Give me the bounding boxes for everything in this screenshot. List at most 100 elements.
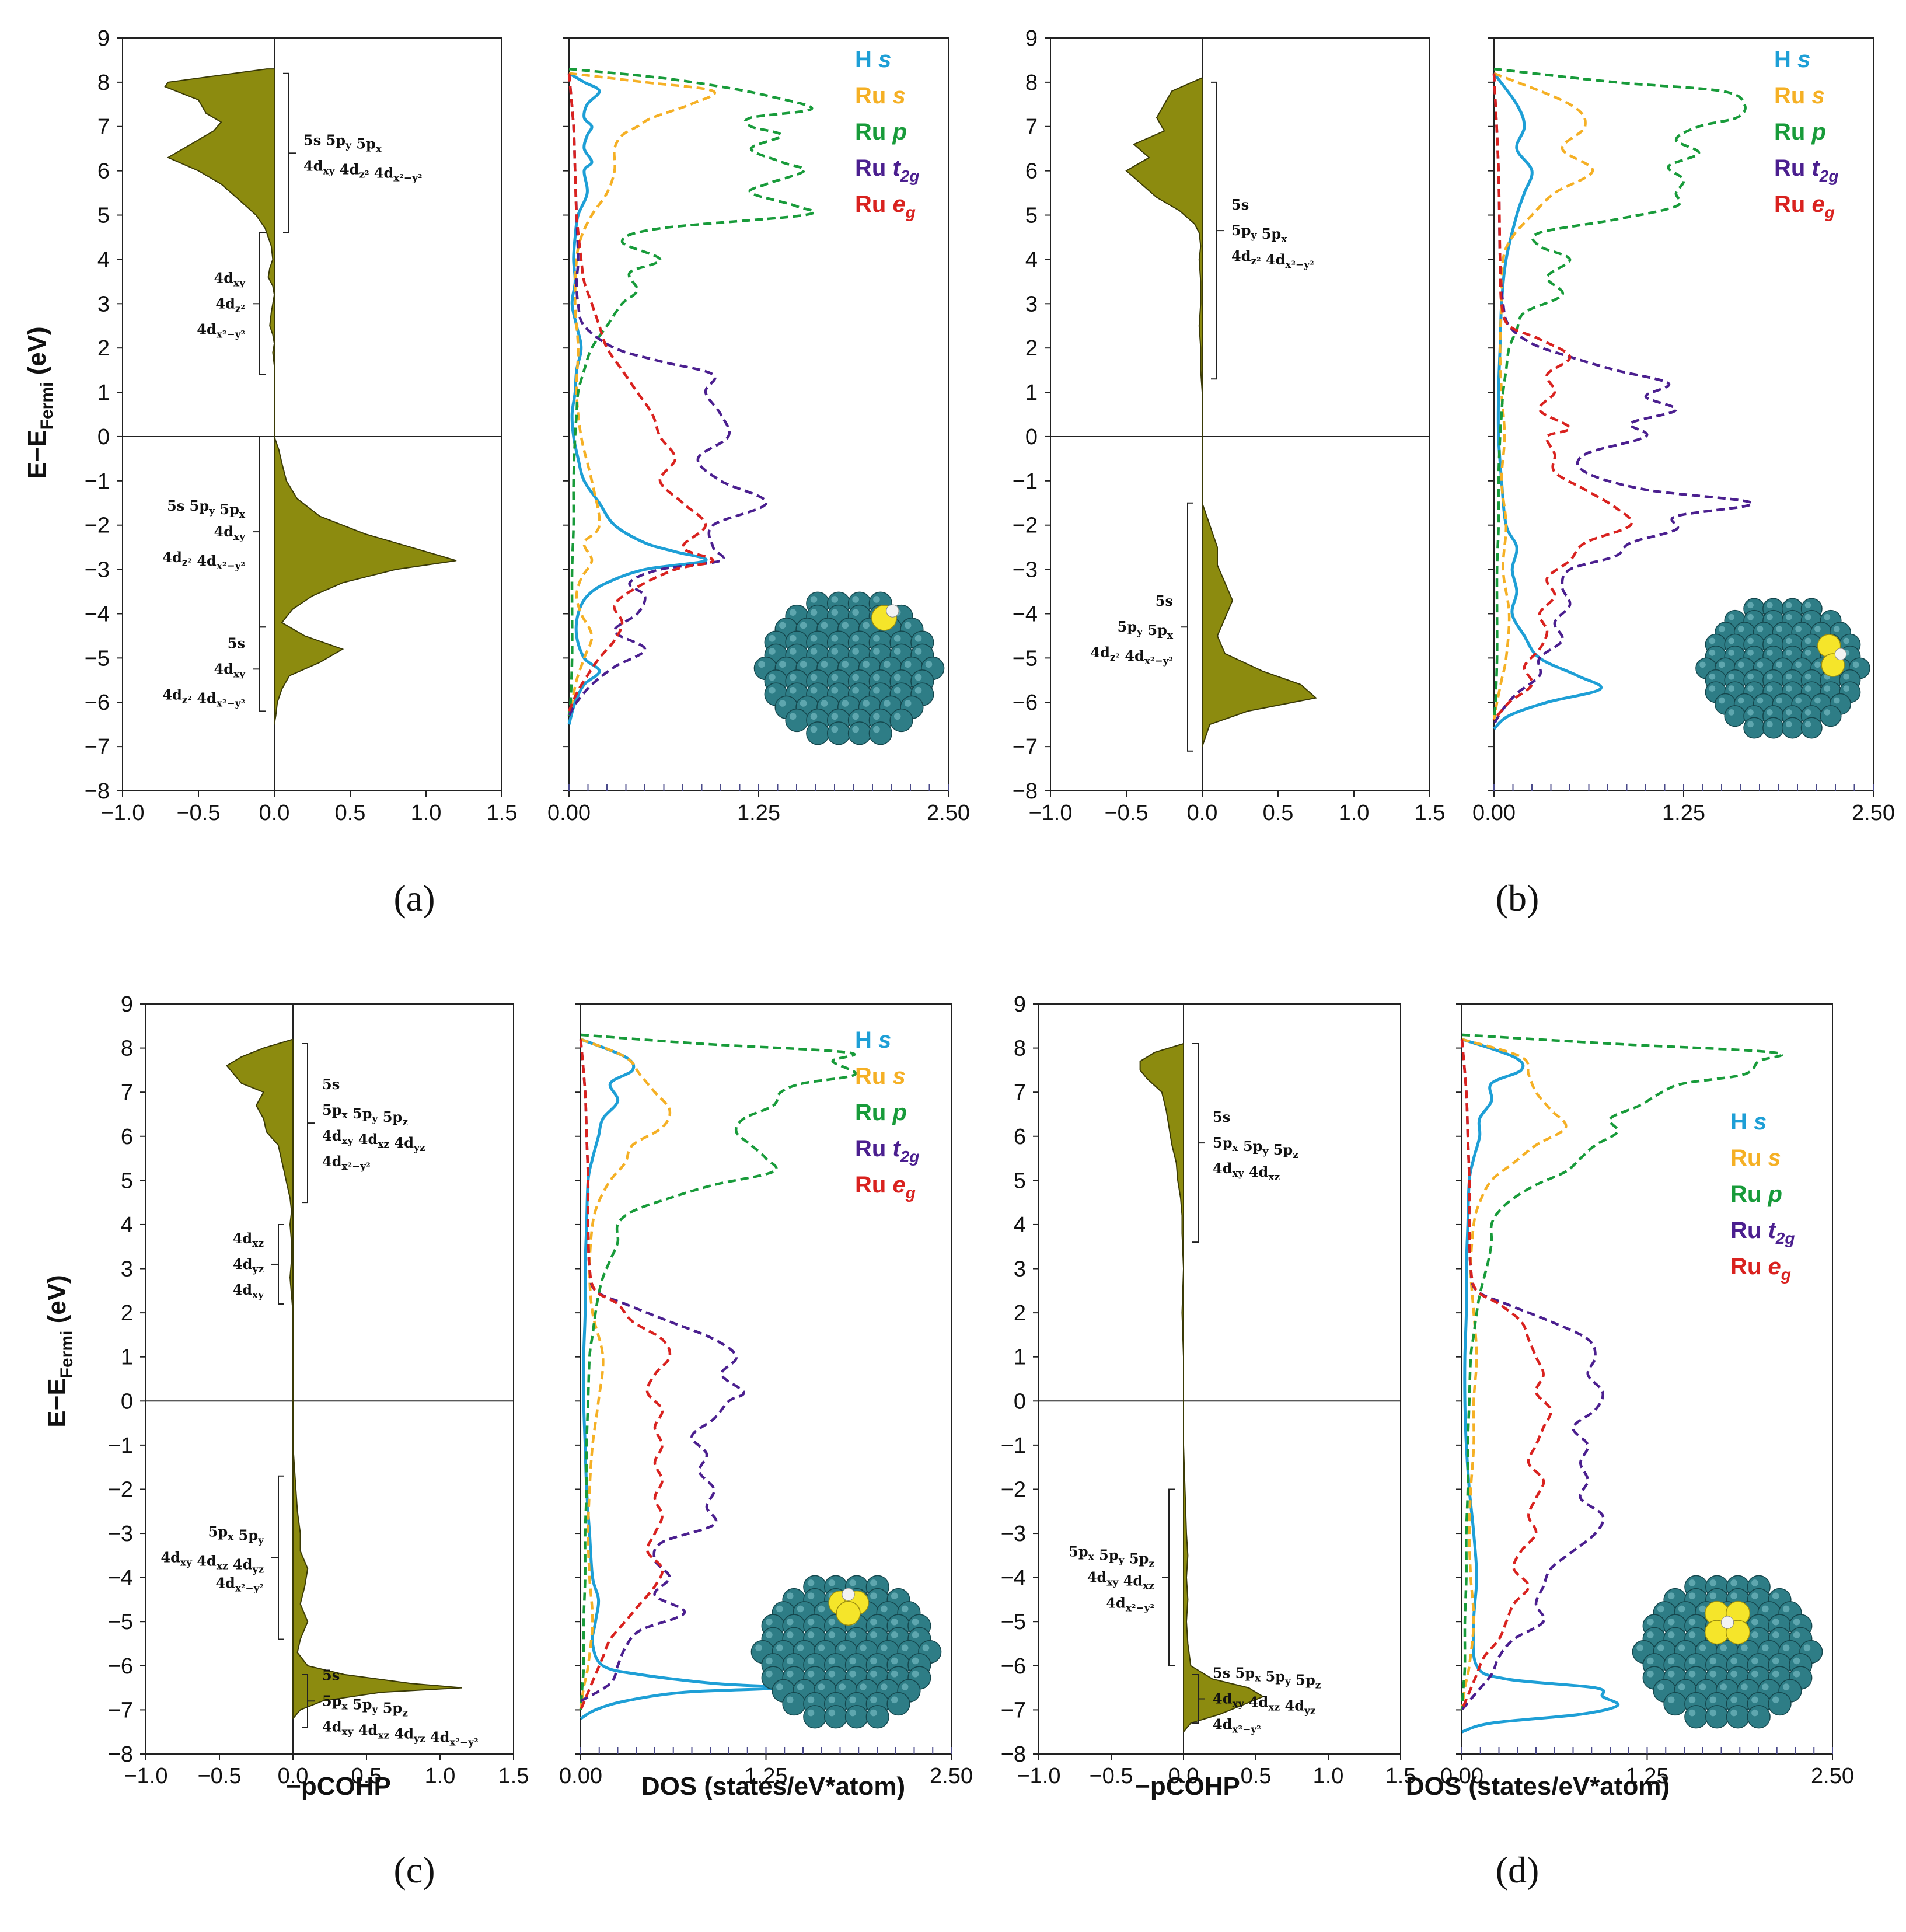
atom-highlight <box>1795 697 1802 704</box>
atom-highlight <box>1767 709 1773 716</box>
atom-highlight <box>1762 1605 1769 1613</box>
orbital-base: 5p <box>1094 1547 1119 1564</box>
svg-text:E−EFermi (eV): E−EFermi (eV) <box>23 326 57 479</box>
y-tick-label: −8 <box>1013 779 1038 804</box>
y-axis-title-bottom: E−EFermi (eV) <box>43 1275 76 1427</box>
orbital-base: 4d <box>1213 1160 1233 1177</box>
ru-atom <box>1705 1705 1729 1729</box>
y-tick-label: −4 <box>1001 1566 1026 1591</box>
atom-highlight <box>1747 650 1754 656</box>
orbital-label: 4dxy 4dxz <box>1087 1569 1154 1592</box>
atom-highlight <box>769 648 776 655</box>
dos-series-ru-p <box>1492 67 1747 720</box>
panel-label-c: (c) <box>393 1849 435 1891</box>
atom-highlight <box>810 674 818 681</box>
atom-highlight <box>873 686 880 694</box>
atom-highlight <box>891 1657 898 1665</box>
atom-highlight <box>786 1631 794 1638</box>
atom-highlight <box>1678 1644 1685 1652</box>
atom-highlight <box>873 674 880 681</box>
orbital-sub: xy <box>180 1557 193 1569</box>
atom-highlight <box>807 1709 815 1717</box>
y-tick-label: −4 <box>108 1566 133 1591</box>
atom-highlight <box>1720 1683 1727 1690</box>
atom-highlight <box>1678 1605 1685 1613</box>
atom-highlight <box>1776 626 1783 632</box>
atom-highlight <box>800 622 807 629</box>
y-tick-label: 9 <box>97 26 110 51</box>
atom-highlight <box>1772 1696 1779 1704</box>
x-tick-label: 1.25 <box>737 801 780 825</box>
y-tick-label: −4 <box>85 602 110 626</box>
orbital-base: 4d <box>162 686 182 703</box>
atom-highlight <box>776 1605 783 1613</box>
atom-highlight <box>914 648 922 655</box>
atom-highlight <box>1688 1696 1696 1704</box>
atom-highlight <box>769 634 776 642</box>
orbital-label: 5px 5py 5pz <box>322 1101 408 1128</box>
x-tick-label: 1.25 <box>745 1764 788 1788</box>
y-tick-label: −8 <box>108 1742 133 1767</box>
x-tick-label: 2.50 <box>930 1764 973 1788</box>
orbital-bracket <box>1168 1488 1175 1666</box>
dos-series-ru-p <box>567 67 816 716</box>
x-tick-label: 0.0 <box>1168 1764 1199 1788</box>
x-tick-label: 0.5 <box>351 1764 382 1788</box>
ru-cluster-a <box>753 591 945 745</box>
legend-sub: e <box>1811 191 1824 217</box>
atom-highlight <box>922 1644 930 1652</box>
orbital-base: 5s <box>322 1076 340 1093</box>
orbital-base: 4d <box>1087 1569 1107 1586</box>
orbital-label: 4dz² 4dx²−y² <box>162 549 245 572</box>
orbital-base: 4d <box>322 1718 342 1735</box>
atom-highlight <box>1709 637 1716 644</box>
orbital-sub: xz <box>252 1238 264 1250</box>
y-tick-label: −5 <box>85 646 110 671</box>
dos-series-ru-s <box>579 1038 672 1710</box>
orbital-sub: z² <box>1251 256 1261 267</box>
atom-highlight <box>849 1670 856 1678</box>
atom-highlight <box>870 1618 877 1626</box>
atom-highlight <box>1709 1709 1717 1717</box>
atom-highlight <box>807 1696 815 1704</box>
atom-highlight <box>1814 661 1821 668</box>
orbital-bracket <box>1187 502 1193 752</box>
atom-highlight <box>1688 1670 1696 1678</box>
atom-highlight <box>797 1683 804 1690</box>
y-tick-label: −3 <box>108 1522 133 1546</box>
atom-highlight <box>810 713 818 720</box>
legend-main: Ru <box>1774 83 1811 109</box>
atom-highlight <box>1709 1579 1717 1586</box>
atom-highlight <box>821 622 828 629</box>
atom-highlight <box>800 661 807 668</box>
orbital-sub: x²−y² <box>1232 1724 1261 1736</box>
legend-sub: p <box>892 1100 906 1125</box>
y-tick-label: 3 <box>97 292 110 316</box>
legend-sub: p <box>1811 119 1825 145</box>
x-tick-label: 0.00 <box>1472 801 1516 825</box>
atom-highlight <box>1803 1644 1811 1652</box>
orbital-base: 4d <box>354 1131 378 1148</box>
orbital-sub: xy <box>233 668 246 680</box>
atom-highlight <box>1785 613 1792 620</box>
atom-highlight <box>912 1618 919 1626</box>
orbital-base: 5p <box>348 1105 372 1122</box>
atom-highlight <box>1730 1657 1737 1665</box>
atom-highlight <box>818 1605 825 1613</box>
atom-highlight <box>904 700 912 707</box>
x-tick-label: 1.5 <box>498 1764 529 1788</box>
atom-highlight <box>1751 1709 1758 1717</box>
orbital-base: 5p <box>351 135 376 152</box>
orbital-sub: x <box>1281 233 1287 245</box>
legend-item: Ru eg <box>1774 191 1835 221</box>
orbital-sub: x²−y² <box>217 698 245 709</box>
legend-item: Ru s <box>855 1063 906 1089</box>
legend-item: Ru t2g <box>855 1136 919 1166</box>
atom-highlight <box>779 622 786 629</box>
x-tick-label: −1.0 <box>1017 1764 1060 1788</box>
atom-highlight <box>786 1696 794 1704</box>
atom-highlight <box>1728 650 1735 656</box>
